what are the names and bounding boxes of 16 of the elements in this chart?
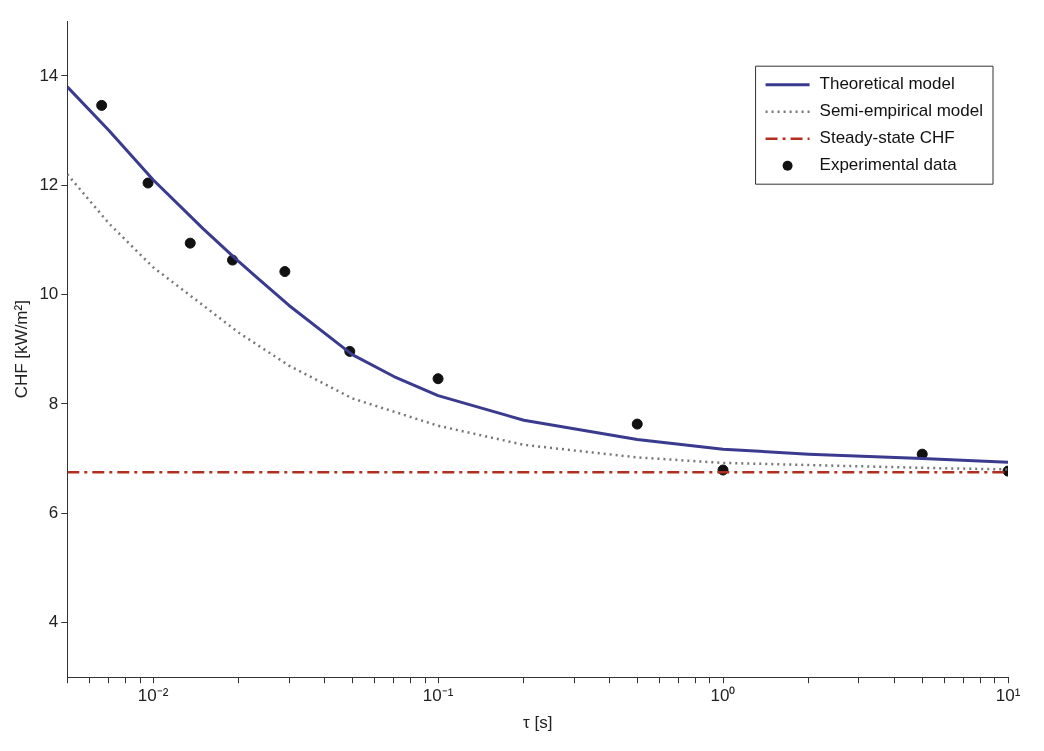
- y-tick-label: 6: [48, 502, 59, 522]
- y-tick-label: 10: [39, 284, 59, 304]
- legend-label: Experimental data: [819, 155, 958, 175]
- y-tick-label: 8: [48, 393, 59, 413]
- y-tick-label: 12: [39, 174, 59, 194]
- legend-label: Semi-empirical model: [819, 101, 983, 121]
- x-tick-label: 10⁻²: [137, 686, 169, 706]
- legend-label: Theoretical model: [819, 74, 955, 94]
- x-tick-label: 10⁻¹: [422, 686, 454, 706]
- x-tick-label: 10⁰: [710, 686, 736, 706]
- y-tick-label: 14: [39, 65, 59, 85]
- x-axis-title: τ [s]: [522, 713, 553, 733]
- y-axis-title: CHF [kW/m²]: [11, 300, 31, 399]
- legend-label: Steady-state CHF: [819, 128, 955, 148]
- x-tick-label: 10¹: [995, 686, 1021, 706]
- y-tick-label: 4: [48, 612, 59, 632]
